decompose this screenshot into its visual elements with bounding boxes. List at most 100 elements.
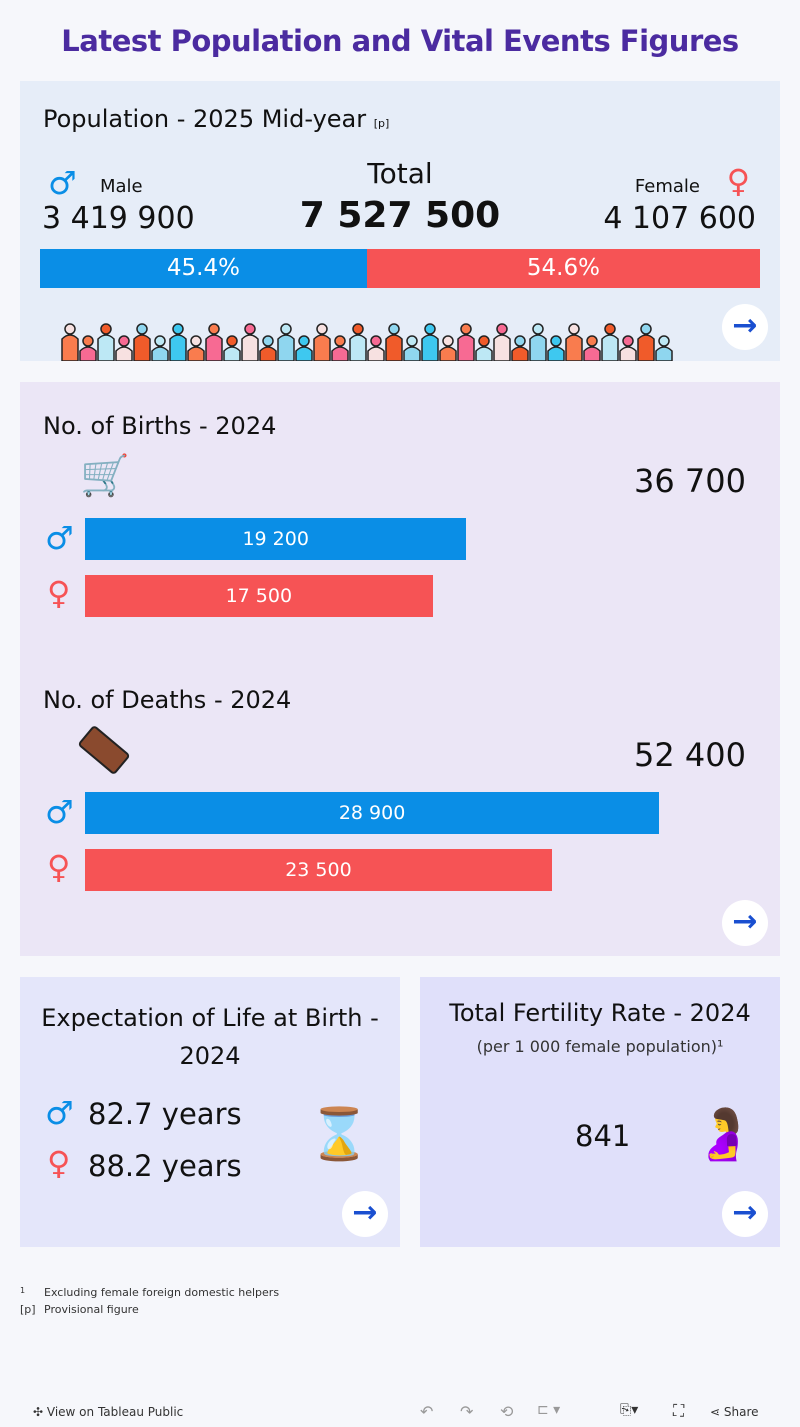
person-figure <box>97 323 115 361</box>
person-figure <box>529 323 547 361</box>
person-figure <box>79 335 97 361</box>
tableau-logo-icon: ✣ <box>33 1405 44 1419</box>
footnote-p: [p] Provisional figure <box>20 1303 139 1316</box>
footnote-mark: 1 <box>20 1286 26 1295</box>
person-figure <box>187 335 205 361</box>
life-heading: Expectation of Life at Birth - 2024 <box>41 1004 379 1070</box>
deaths-heading: No. of Deaths - 2024 <box>43 686 292 714</box>
redo-icon[interactable]: ↷ <box>460 1402 474 1421</box>
births-male-bar: 19 200 <box>85 518 467 560</box>
arrow-right-icon[interactable]: → <box>342 1191 388 1237</box>
person-figure <box>295 335 313 361</box>
person-figure <box>439 335 457 361</box>
female-label: Female <box>634 176 700 197</box>
male-life-expectancy: 82.7 years <box>88 1097 242 1131</box>
view-on-tableau-label: View on Tableau Public <box>46 1405 184 1419</box>
person-figure <box>151 335 169 361</box>
undo-icon[interactable]: ↶ <box>420 1402 434 1421</box>
deaths-total: 52 400 <box>634 736 746 774</box>
refresh-icon[interactable]: ⊏ ▾ <box>537 1402 561 1418</box>
male-icon: ♂ <box>45 519 74 557</box>
footnote-text: Provisional figure <box>44 1303 139 1316</box>
tfr-value: 841 <box>575 1119 631 1153</box>
person-figure <box>385 323 403 361</box>
male-icon: ♂ <box>45 793 74 831</box>
person-figure <box>601 323 619 361</box>
population-heading: Population - 2025 Mid-year [p] <box>43 105 389 133</box>
male-label: Male <box>100 176 143 197</box>
person-figure <box>331 335 349 361</box>
person-figure <box>259 335 277 361</box>
person-figure <box>205 323 223 361</box>
births-total: 36 700 <box>634 462 746 500</box>
female-icon: ♀ <box>726 162 750 200</box>
female-life-expectancy: 88.2 years <box>88 1149 242 1183</box>
population-heading-text: Population - 2025 Mid-year <box>43 105 367 133</box>
download-icon[interactable]: ⎘▾ <box>620 1402 639 1418</box>
person-figure <box>619 335 637 361</box>
total-population: 7 527 500 <box>299 195 501 236</box>
hourglass-elderly-icon: ⌛ <box>308 1105 371 1163</box>
person-figure <box>133 323 151 361</box>
arrow-right-icon[interactable]: → <box>722 304 768 350</box>
person-figure <box>565 323 583 361</box>
tableau-toolbar: ✣ View on Tableau Public ↶ ↷ ⟲ ⊏ ▾ ⎘▾ ⛶ … <box>0 1397 800 1427</box>
total-label: Total <box>367 157 433 190</box>
female-icon: ♀ <box>47 1144 71 1182</box>
male-population: 3 419 900 <box>42 201 195 236</box>
person-figure <box>637 323 655 361</box>
footnote-text: Excluding female foreign domestic helper… <box>44 1286 280 1299</box>
person-figure <box>475 335 493 361</box>
births-female-bar: 17 500 <box>85 575 433 617</box>
footnote-1: 1 Excluding female foreign domestic helpe… <box>20 1286 279 1299</box>
fertility-panel: Total Fertility Rate - 2024 (per 1 000 f… <box>420 977 780 1247</box>
person-figure <box>421 323 439 361</box>
deaths-male-bar: 28 900 <box>85 792 660 834</box>
fullscreen-icon[interactable]: ⛶ <box>673 1401 685 1420</box>
person-figure <box>223 335 241 361</box>
male-icon: ♂ <box>48 164 77 202</box>
person-figure <box>115 335 133 361</box>
arrow-right-icon[interactable]: → <box>722 900 768 946</box>
female-icon: ♀ <box>47 848 71 886</box>
deaths-female-bar: 23 500 <box>85 849 552 891</box>
person-figure <box>457 323 475 361</box>
person-figure <box>403 335 421 361</box>
vital-events-panel: No. of Births - 2024 🛒 36 700 ♂ 19 200 ♀… <box>20 382 780 956</box>
person-figure <box>277 323 295 361</box>
person-figure <box>169 323 187 361</box>
female-icon: ♀ <box>47 574 71 612</box>
share-icon: ⋖ <box>710 1405 721 1419</box>
person-figure <box>313 323 331 361</box>
person-figure <box>367 335 385 361</box>
person-figure <box>583 335 601 361</box>
provisional-note: [p] <box>373 117 390 130</box>
pregnant-woman-icon: 🤰 <box>692 1105 755 1163</box>
tfr-subheading: (per 1 000 female population)¹ <box>476 1037 724 1056</box>
person-figure <box>547 335 565 361</box>
female-population: 4 107 600 <box>603 201 756 236</box>
person-figure <box>61 323 79 361</box>
person-figure <box>493 323 511 361</box>
crowd-illustration <box>61 323 673 361</box>
population-panel: Population - 2025 Mid-year [p] ♂ Male 3 … <box>20 81 780 361</box>
births-heading: No. of Births - 2024 <box>43 412 277 440</box>
view-on-tableau-link[interactable]: ✣ View on Tableau Public <box>33 1405 183 1419</box>
tfr-heading: Total Fertility Rate - 2024 <box>449 999 751 1027</box>
life-expectancy-panel: Expectation of Life at Birth - 2024 ♂ 82… <box>20 977 400 1247</box>
share-button[interactable]: ⋖ Share <box>710 1405 759 1419</box>
person-figure <box>511 335 529 361</box>
person-figure <box>655 335 673 361</box>
footnote-mark: [p] <box>20 1303 36 1316</box>
person-figure <box>349 323 367 361</box>
page-title: Latest Population and Vital Events Figur… <box>61 24 739 58</box>
arrow-right-icon[interactable]: → <box>722 1191 768 1237</box>
stroller-icon: 🛒 <box>80 453 130 499</box>
coffin-icon <box>77 724 131 776</box>
male-percentage-bar: 45.4% <box>40 249 367 288</box>
share-label: Share <box>723 1405 759 1419</box>
female-percentage-bar: 54.6% <box>366 249 760 288</box>
male-icon: ♂ <box>45 1094 74 1132</box>
revert-icon[interactable]: ⟲ <box>500 1402 514 1421</box>
person-figure <box>241 323 259 361</box>
